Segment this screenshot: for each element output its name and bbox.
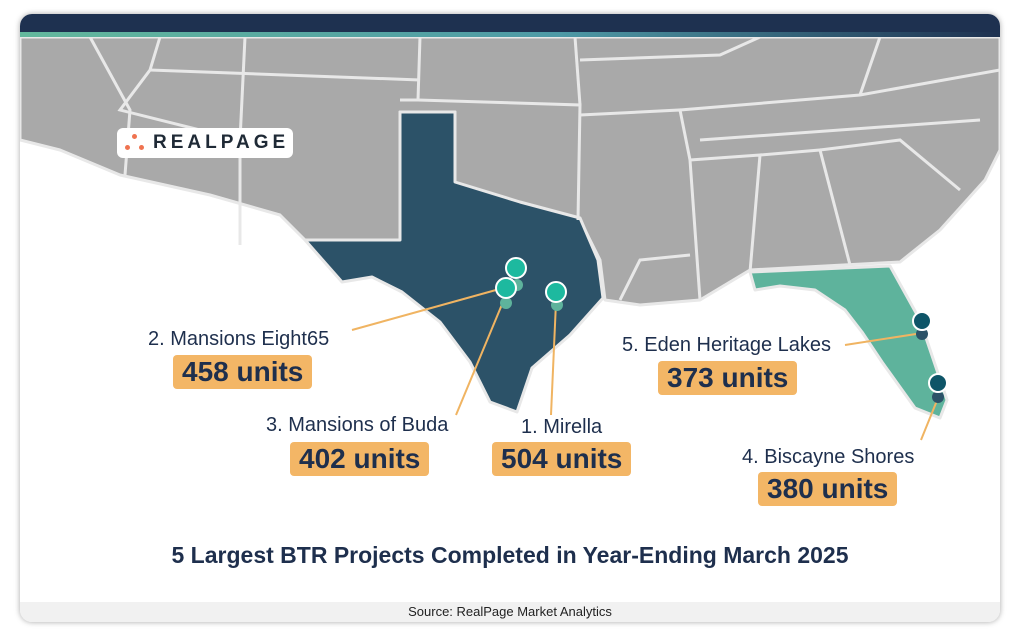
source-note: Source: RealPage Market Analytics bbox=[20, 602, 1000, 622]
realpage-logo: REALPAGE bbox=[117, 128, 293, 158]
leader-lines bbox=[351, 289, 939, 441]
project-units: 380 units bbox=[758, 472, 898, 506]
project-units: 373 units bbox=[658, 361, 798, 395]
project-units: 402 units bbox=[290, 442, 430, 476]
project-name: 5. Eden Heritage Lakes bbox=[622, 334, 832, 356]
project-units: 504 units bbox=[492, 442, 632, 476]
header-bar bbox=[20, 14, 1000, 32]
project-units: 458 units bbox=[173, 355, 313, 389]
state-texas bbox=[303, 110, 605, 414]
pins bbox=[495, 257, 948, 403]
infographic-card bbox=[20, 14, 1000, 622]
logo-dots-icon bbox=[125, 134, 145, 152]
project-name: 3. Mansions of Buda bbox=[266, 414, 449, 436]
logo-text: REALPAGE bbox=[153, 132, 290, 153]
project-name: 2. Mansions Eight65 bbox=[148, 328, 330, 350]
accent-stripe bbox=[20, 32, 1000, 37]
infographic-title: 5 Largest BTR Projects Completed in Year… bbox=[171, 542, 849, 568]
us-south-map bbox=[20, 35, 1000, 441]
project-name: 4. Biscayne Shores bbox=[742, 446, 915, 468]
project-name: 1. Mirella bbox=[521, 416, 603, 438]
state-borders bbox=[88, 35, 1000, 301]
